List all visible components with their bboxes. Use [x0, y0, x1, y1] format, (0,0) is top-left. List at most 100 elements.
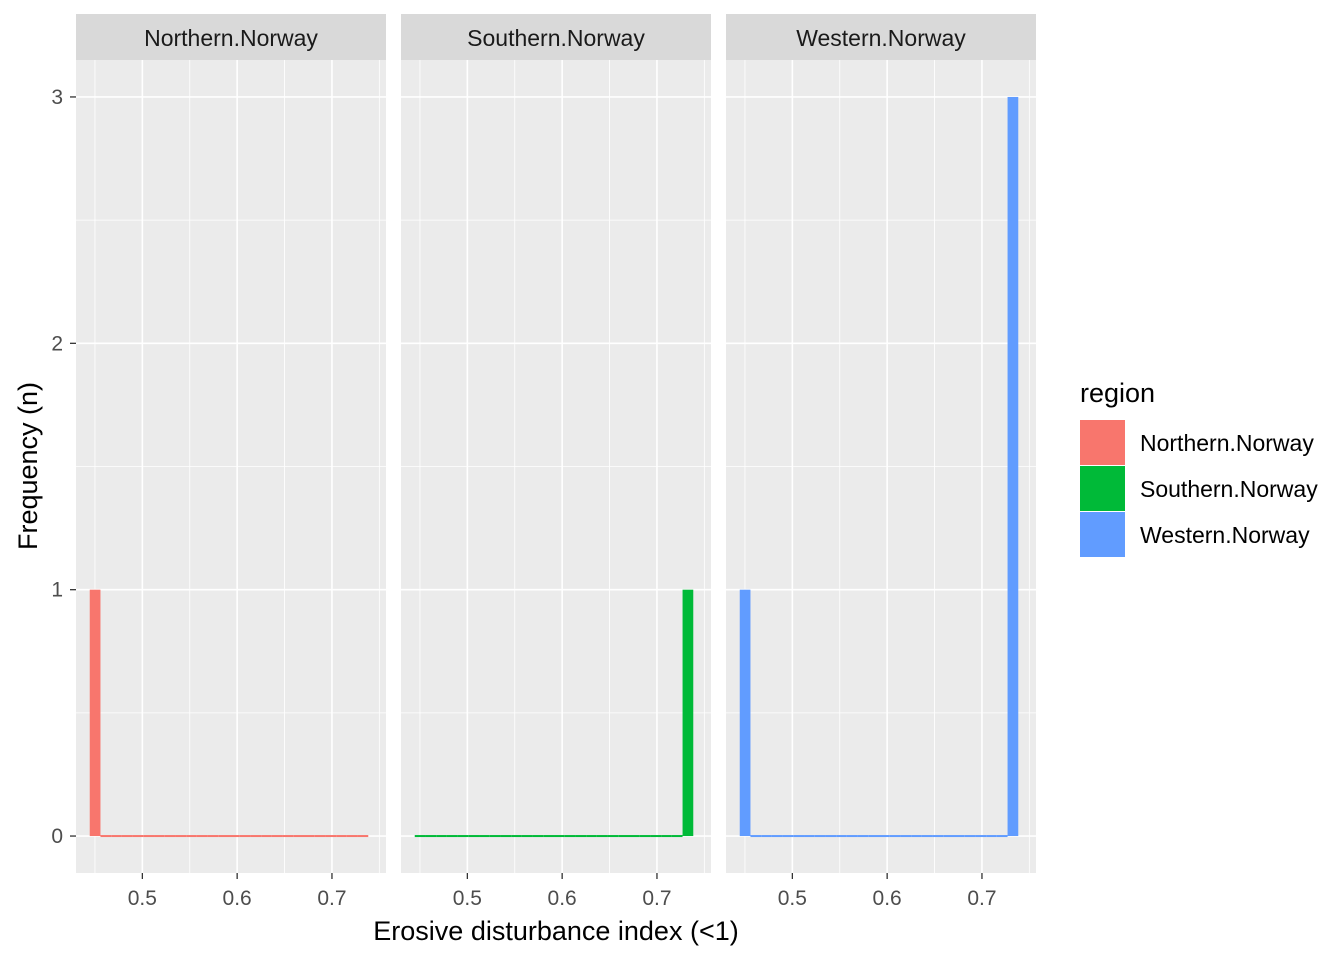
histogram-bar: [564, 835, 576, 838]
histogram-bar: [825, 835, 837, 838]
legend-label: Southern.Norway: [1140, 476, 1318, 502]
histogram-bar: [846, 835, 858, 838]
histogram-bar: [532, 835, 544, 838]
histogram-bar: [325, 835, 337, 838]
histogram-bar: [964, 835, 976, 838]
histogram-bar: [414, 835, 426, 838]
y-tick-label: 2: [51, 332, 63, 355]
histogram-bar: [554, 835, 565, 838]
facet-strip: [401, 14, 711, 60]
histogram-bar: [986, 835, 997, 838]
histogram-bar: [750, 835, 762, 838]
histogram-bar: [425, 835, 437, 838]
histogram-bar: [682, 589, 694, 837]
x-tick-label: 0.7: [317, 887, 346, 910]
histogram-bar: [164, 835, 176, 838]
histogram-bar: [650, 835, 662, 838]
histogram-bar: [996, 835, 1008, 838]
histogram-bar: [132, 835, 144, 838]
histogram-bar: [446, 835, 458, 838]
x-tick-label: 0.6: [548, 887, 577, 910]
histogram-bar: [761, 835, 772, 838]
histogram-bar: [921, 835, 933, 838]
facet-panels: Northern.Norway 0.5 0.6 0.7 Southern.Norway 0…: [76, 14, 1036, 910]
histogram-bar: [1007, 96, 1019, 837]
histogram-bar: [671, 835, 683, 838]
facet-strip: [76, 14, 386, 60]
histogram-bar: [121, 835, 133, 838]
histogram-bar: [911, 835, 922, 838]
histogram-bar: [618, 835, 629, 838]
legend-key-western-norway: [1080, 512, 1125, 557]
histogram-bar: [836, 835, 847, 838]
histogram-bar: [218, 835, 230, 838]
histogram-bar: [175, 835, 187, 838]
histogram-bar: [943, 835, 954, 838]
histogram-bar: [782, 835, 794, 838]
histogram-bar: [771, 835, 783, 838]
histogram-bar: [793, 835, 805, 838]
histogram-bar: [607, 835, 619, 838]
x-axis-title: Erosive disturbance index (<1): [373, 916, 738, 946]
legend-label: Western.Norway: [1140, 522, 1310, 548]
histogram-bar: [596, 835, 608, 838]
facet-strip-label: Northern.Norway: [144, 25, 318, 51]
histogram-bar: [271, 835, 283, 838]
legend-title: region: [1080, 378, 1155, 408]
histogram-bar: [196, 835, 208, 838]
histogram-bar: [661, 835, 672, 838]
histogram-bar: [500, 835, 512, 838]
histogram-bar: [100, 835, 112, 838]
histogram-bar: [489, 835, 501, 838]
histogram-bar: [511, 835, 522, 838]
histogram-bar: [239, 835, 251, 838]
histogram-bar: [900, 835, 912, 838]
facet-strip-label: Southern.Norway: [467, 25, 645, 51]
histogram-bar: [143, 835, 155, 838]
histogram-bar: [814, 835, 826, 838]
histogram-bar: [89, 589, 101, 837]
legend-key-northern-norway: [1080, 420, 1125, 465]
histogram-bar: [953, 835, 965, 838]
histogram-bar: [889, 835, 901, 838]
histogram-bar: [357, 835, 369, 838]
histogram-bar: [804, 835, 815, 838]
histogram-bar: [521, 835, 533, 838]
histogram-bar: [261, 835, 272, 838]
facet-strip-label: Western.Norway: [796, 25, 966, 51]
histogram-bar: [543, 835, 555, 838]
histogram-bar: [879, 835, 890, 838]
histogram-bar: [586, 835, 597, 838]
facet-panel-southern-norway: Southern.Norway 0.5 0.6 0.7: [401, 14, 711, 910]
x-tick-label: 0.6: [223, 887, 252, 910]
histogram-bar: [207, 835, 219, 838]
histogram-bar: [229, 835, 240, 838]
histogram-bar: [346, 835, 358, 838]
histogram-bar: [468, 835, 480, 838]
legend: region Northern.Norway Southern.Norway Wes…: [1080, 378, 1318, 557]
histogram-bar: [154, 835, 165, 838]
facet-panel-northern-norway: Northern.Norway 0.5 0.6 0.7: [76, 14, 386, 910]
histogram-bar: [628, 835, 640, 838]
histogram-bar: [436, 835, 447, 838]
histogram-bar: [575, 835, 587, 838]
y-tick-label: 1: [51, 579, 63, 602]
facet-strip: [726, 14, 1036, 60]
histogram-bar: [639, 835, 651, 838]
histogram-bar: [250, 835, 262, 838]
y-tick-label: 0: [51, 825, 63, 848]
histogram-bar: [293, 835, 304, 838]
histogram-bar: [111, 835, 122, 838]
histogram-bar: [857, 835, 869, 838]
histogram-bar: [479, 835, 490, 838]
y-tick-label: 3: [51, 86, 63, 109]
x-tick-label: 0.7: [642, 887, 671, 910]
histogram-bar: [314, 835, 326, 838]
histogram-bar: [868, 835, 880, 838]
histogram-bar: [975, 835, 987, 838]
facet-panel-western-norway: Western.Norway 0.5 0.6 0.7: [726, 14, 1036, 910]
histogram-bar: [932, 835, 944, 838]
x-tick-label: 0.5: [128, 887, 157, 910]
x-tick-label: 0.6: [873, 887, 902, 910]
